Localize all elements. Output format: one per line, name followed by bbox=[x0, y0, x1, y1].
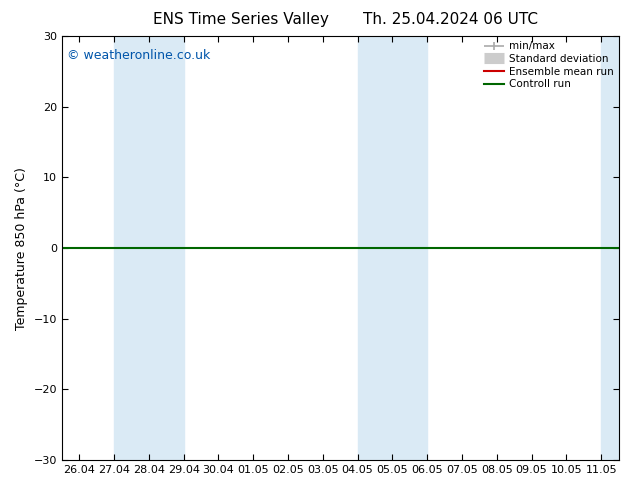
Bar bbox=[358, 36, 427, 460]
Bar bbox=[114, 36, 184, 460]
Y-axis label: Temperature 850 hPa (°C): Temperature 850 hPa (°C) bbox=[15, 167, 28, 330]
Bar bbox=[601, 36, 634, 460]
Legend: min/max, Standard deviation, Ensemble mean run, Controll run: min/max, Standard deviation, Ensemble me… bbox=[484, 41, 613, 89]
Text: ENS Time Series Valley: ENS Time Series Valley bbox=[153, 12, 329, 27]
Text: Th. 25.04.2024 06 UTC: Th. 25.04.2024 06 UTC bbox=[363, 12, 538, 27]
Text: © weatheronline.co.uk: © weatheronline.co.uk bbox=[67, 49, 210, 62]
